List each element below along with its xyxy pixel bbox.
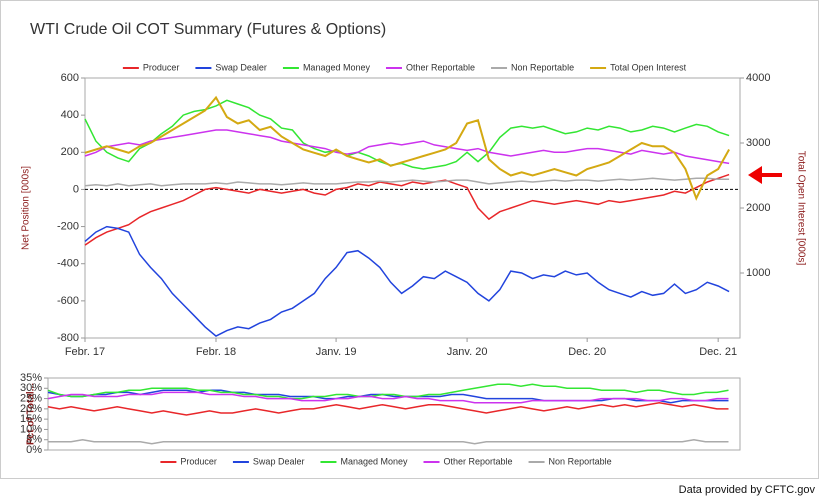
y-tick-label: 35% [20, 372, 42, 384]
legend-label: Non Reportable [511, 62, 574, 72]
series-line [84, 173, 730, 246]
x-tick-label: Febr. 17 [65, 346, 105, 358]
x-tick-label: Janv. 20 [447, 346, 488, 358]
x-tick-label: Dec. 20 [568, 346, 606, 358]
y-axis-label: Pct of Total... [26, 383, 37, 445]
series-line [84, 95, 730, 201]
y-tick-label: 400 [61, 109, 79, 121]
legend-label: Other Reportable [444, 456, 513, 466]
legend-label: Other Reportable [406, 62, 475, 72]
y-tick-label: 5% [26, 434, 42, 446]
y-tick-label: 0% [26, 444, 42, 456]
y-tick-label: 200 [61, 146, 79, 158]
legend-label: Swap Dealer [215, 62, 267, 72]
y2-tick-label: 3000 [746, 137, 770, 149]
series-line [48, 438, 729, 445]
y-tick-label: 0 [73, 183, 79, 195]
legend-label: Producer [180, 456, 217, 466]
series-line [47, 383, 729, 400]
legend: Producer Swap Dealer Managed Money Other Re… [160, 456, 612, 466]
y-tick-label: 25% [20, 392, 42, 404]
y-tick-label: -200 [57, 220, 79, 232]
y2-tick-label: 1000 [746, 267, 770, 279]
legend-label: Managed Money [303, 62, 371, 72]
legend-label: Total Open Interest [610, 62, 687, 72]
y-tick-label: -600 [57, 295, 79, 307]
series-line [47, 391, 729, 404]
x-tick-label: Janv. 19 [316, 346, 357, 358]
chart-title: WTI Crude Oil COT Summary (Futures & Opt… [30, 21, 386, 38]
y-tick-label: 20% [20, 403, 42, 415]
plot-area [84, 77, 741, 339]
legend-label: Managed Money [340, 456, 408, 466]
y2-tick-label: 2000 [746, 202, 770, 214]
x-tick-label: Dec. 21 [699, 346, 737, 358]
series-line [47, 401, 729, 416]
arrow [748, 166, 782, 184]
y2-axis-label: Total Open Interest [000s] [795, 151, 806, 266]
y-tick-label: -400 [57, 258, 79, 270]
legend-label: Producer [143, 62, 180, 72]
x-tick-label: Febr. 18 [196, 346, 236, 358]
y-tick-label: 15% [20, 413, 42, 425]
y-axis-label: Net Position [000s] [21, 166, 32, 250]
series-line [84, 99, 730, 170]
series-line [84, 225, 730, 337]
y-tick-label: 10% [20, 423, 42, 435]
series-line [84, 177, 730, 187]
series-line [84, 129, 730, 165]
legend: Producer Swap Dealer Managed Money Other Re… [122, 62, 687, 72]
y-tick-label: 600 [61, 72, 79, 84]
legend-label: Swap Dealer [253, 456, 305, 466]
y-tick-label: 30% [20, 382, 42, 394]
source-note: Data provided by CFTC.gov [679, 484, 816, 496]
y-tick-label: -800 [57, 332, 79, 344]
legend-label: Non Reportable [549, 456, 612, 466]
y2-tick-label: 4000 [746, 72, 770, 84]
